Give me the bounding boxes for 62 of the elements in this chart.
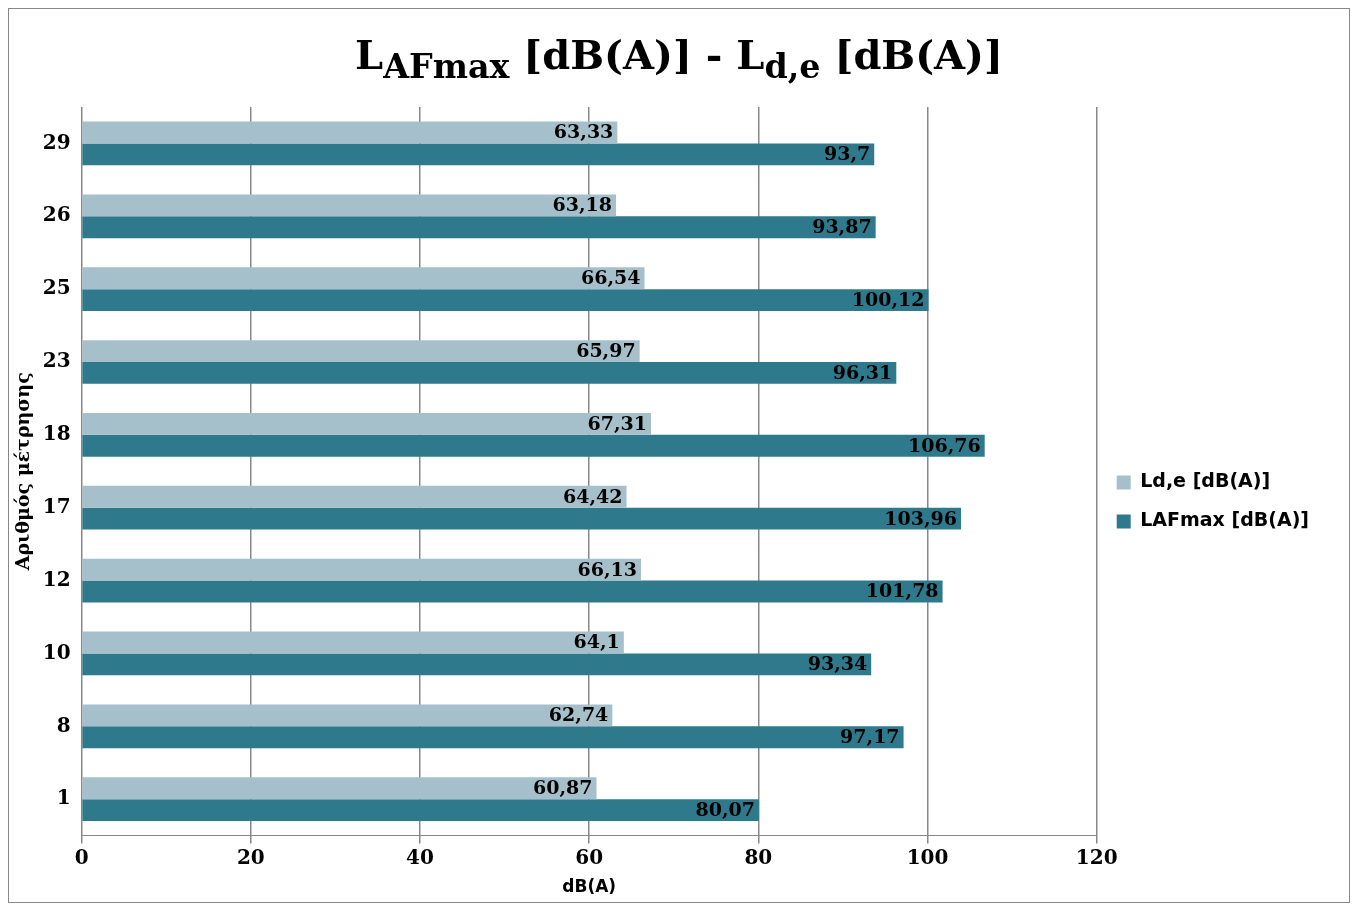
legend-label: Ld,e [dB(A)] — [1140, 469, 1271, 492]
bar — [82, 216, 876, 239]
data-label: 103,96 — [884, 506, 958, 529]
data-label: 93,87 — [812, 215, 872, 238]
bar — [82, 413, 651, 435]
bar — [82, 507, 962, 530]
bar — [82, 485, 627, 508]
data-label: 66,13 — [577, 557, 638, 580]
x-tick-label: 0 — [74, 844, 89, 869]
x-tick-label: 100 — [906, 844, 949, 869]
data-label: 93,34 — [807, 652, 868, 675]
data-label: 96,31 — [832, 360, 893, 383]
x-tick-label: 120 — [1075, 844, 1118, 869]
data-label: 67,31 — [587, 411, 647, 434]
data-label: 106,76 — [907, 433, 981, 456]
x-axis-title: dB(A) — [562, 876, 617, 897]
bar — [82, 362, 897, 384]
bar — [82, 704, 613, 727]
y-tick-label: 18 — [42, 421, 71, 446]
data-label: 62,74 — [548, 703, 609, 726]
x-tick-label: 60 — [575, 844, 604, 869]
data-label: 63,33 — [553, 120, 614, 143]
data-label: 80,07 — [695, 798, 755, 821]
bar — [82, 580, 943, 603]
bar — [82, 143, 875, 166]
y-tick-label: 23 — [42, 348, 71, 373]
bar — [82, 194, 617, 217]
y-tick-label: 8 — [56, 712, 71, 737]
bar — [82, 799, 759, 822]
bar — [82, 289, 929, 312]
bar — [82, 121, 618, 144]
y-tick-label: 26 — [42, 202, 71, 227]
y-tick-label: 10 — [42, 639, 71, 664]
bar — [82, 777, 597, 800]
bar — [82, 340, 640, 363]
bar — [82, 434, 985, 457]
y-tick-label: 12 — [42, 566, 71, 591]
data-label: 64,42 — [563, 484, 623, 507]
bar — [82, 558, 642, 581]
bar — [82, 726, 904, 749]
bar — [82, 267, 645, 290]
bar — [82, 631, 624, 654]
data-label: 63,18 — [552, 193, 613, 216]
data-label: 60,87 — [533, 776, 593, 799]
y-tick-label: 25 — [42, 275, 71, 300]
x-tick-label: 80 — [744, 844, 773, 869]
x-tick-label: 40 — [406, 844, 434, 869]
data-label: 66,54 — [580, 266, 641, 289]
data-label: 65,97 — [576, 339, 636, 362]
data-label: 100,12 — [851, 288, 925, 311]
x-tick-label: 20 — [236, 844, 265, 869]
y-tick-label: 17 — [42, 493, 71, 518]
legend-label: LAFmax [dB(A)] — [1140, 508, 1310, 531]
bar — [82, 653, 872, 676]
y-tick-label: 29 — [42, 129, 71, 154]
chart-title: L$_{AFmax}$ [dB(A)] - L$_{d,e}$ [dB(A)] — [354, 30, 1004, 88]
data-label: 97,17 — [840, 725, 900, 748]
data-label: 64,1 — [573, 630, 620, 653]
y-tick-label: 1 — [56, 785, 71, 810]
data-label: 101,78 — [865, 579, 939, 602]
y-axis-title: Αριθμός μέτρησης — [11, 372, 34, 572]
data-label: 93,7 — [823, 142, 871, 165]
